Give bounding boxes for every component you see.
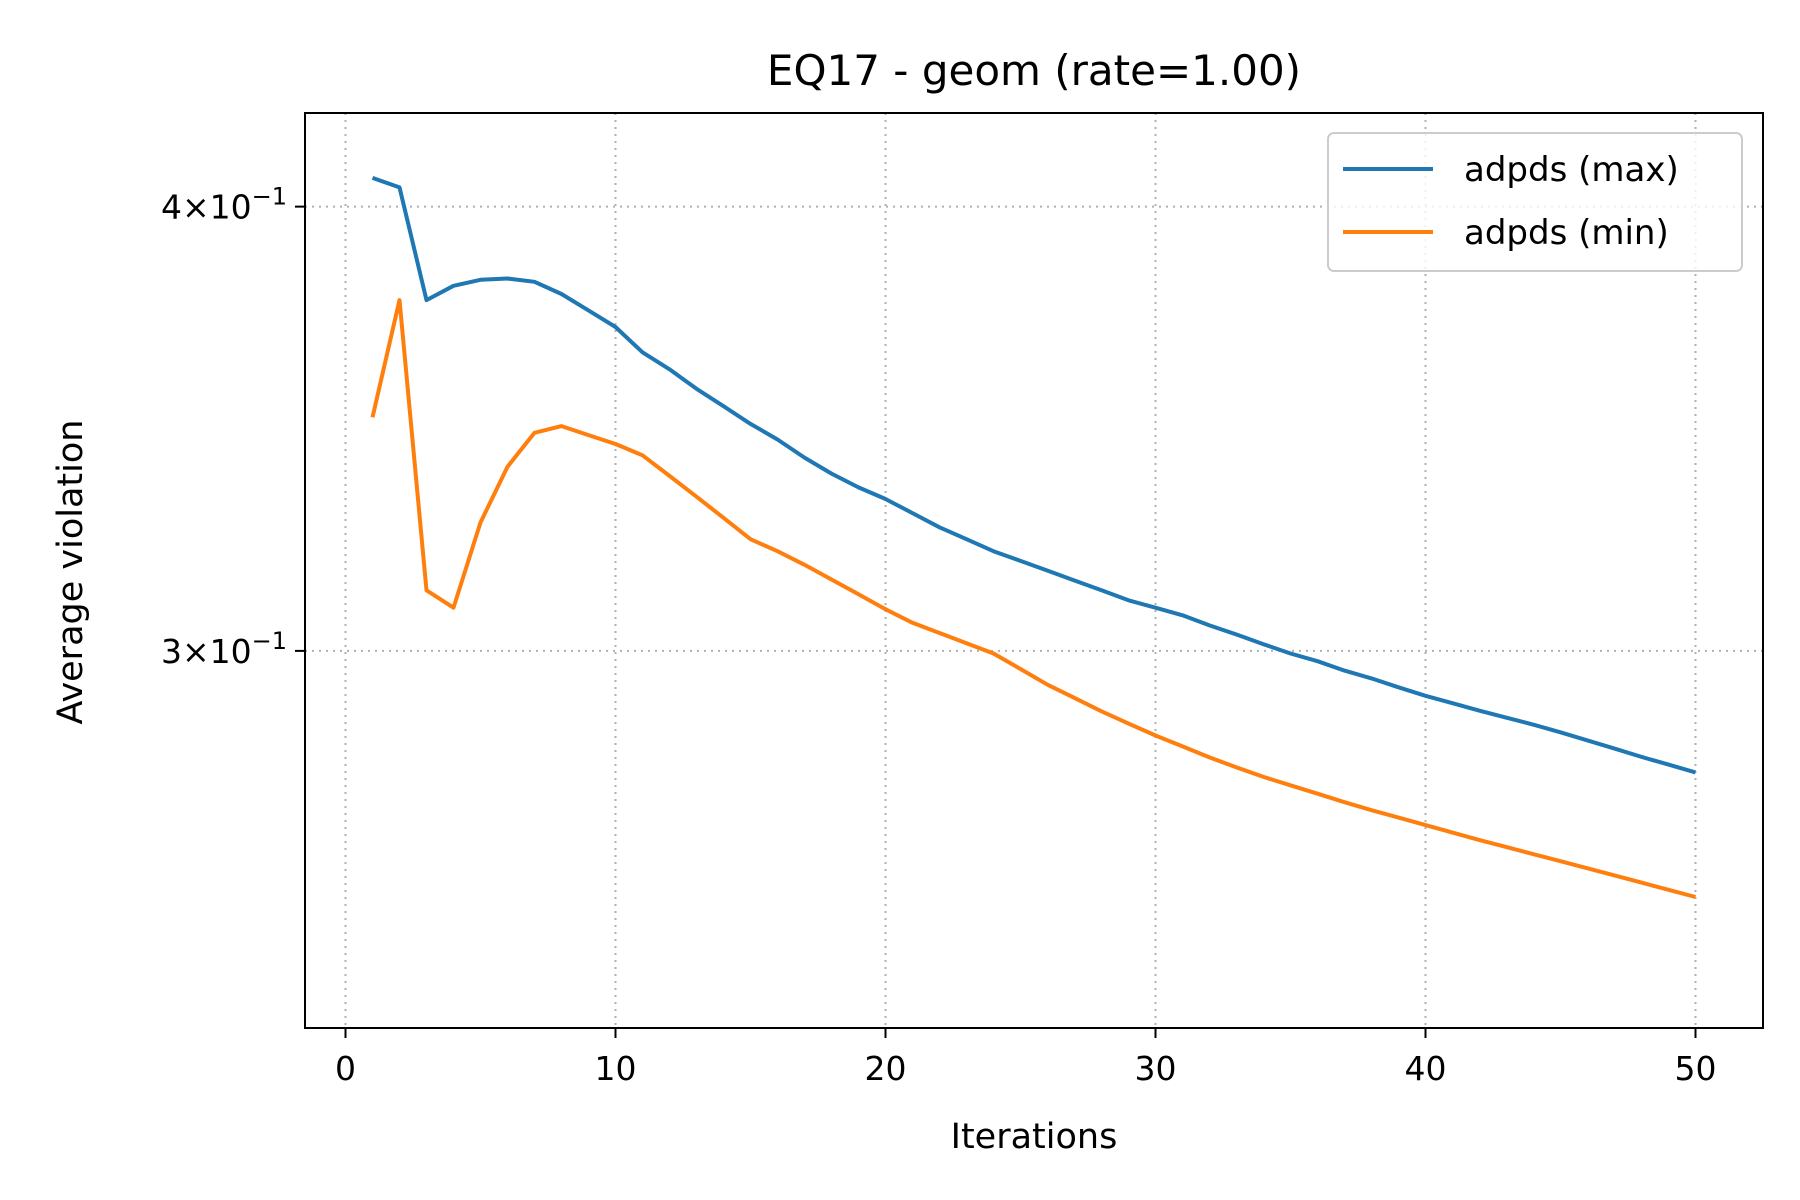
- x-axis: 0 10 20 30 40 50: [335, 1028, 1717, 1088]
- x-tick-label: 0: [335, 1049, 356, 1088]
- series-layer: [370, 176, 1697, 899]
- grid: [305, 113, 1763, 1028]
- legend-label-max: adpds (max): [1464, 150, 1679, 190]
- y-axis-label: Average violation: [51, 420, 91, 725]
- x-tick-label: 10: [595, 1049, 637, 1088]
- x-tick-label: 30: [1135, 1049, 1177, 1088]
- y-tick-label: 3×10−1: [161, 627, 287, 671]
- legend: adpds (max) adpds (min): [1327, 132, 1743, 272]
- y-tick-label: 4×10−1: [161, 183, 287, 227]
- plot-frame: [304, 112, 1764, 1029]
- legend-label-min: adpds (min): [1464, 213, 1669, 253]
- y-axis: 3×10−1 4×10−1: [161, 183, 305, 671]
- series-line-min: [370, 298, 1697, 899]
- chart-title: EQ17 - geom (rate=1.00): [767, 46, 1301, 95]
- x-axis-label: Iterations: [951, 1117, 1118, 1157]
- x-tick-label: 50: [1675, 1049, 1717, 1088]
- x-tick-label: 20: [865, 1049, 907, 1088]
- x-tick-label: 40: [1405, 1049, 1447, 1088]
- series-line-max: [371, 176, 1697, 775]
